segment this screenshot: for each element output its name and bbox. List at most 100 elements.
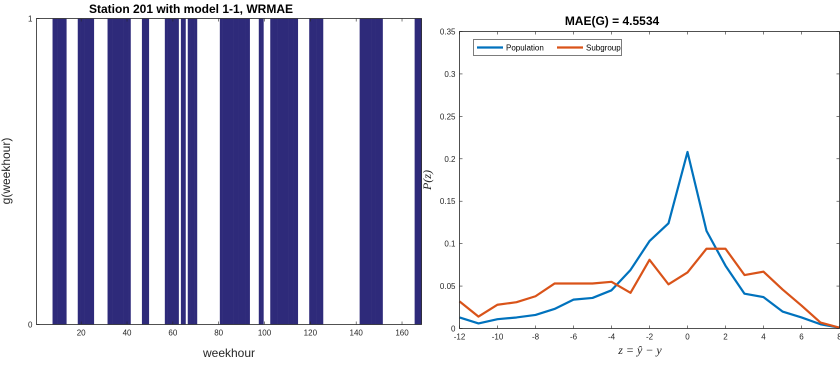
bar: [121, 18, 124, 325]
bar: [311, 18, 315, 325]
bar: [86, 18, 90, 325]
bar: [245, 18, 248, 325]
x-tick-label: -2: [646, 333, 654, 342]
bar: [242, 18, 246, 325]
left-chart-plot-frame: [36, 18, 422, 325]
bar: [364, 18, 367, 325]
series-line-population: [459, 150, 840, 329]
left-chart: Station 201 with model 1-1, WRMAE 20 40 60…: [0, 2, 422, 360]
x-tick-label: 160: [395, 329, 409, 338]
x-tick-label: -12: [454, 333, 466, 342]
bar: [77, 18, 81, 325]
bar: [320, 18, 324, 325]
bar: [371, 18, 374, 325]
bar: [293, 18, 296, 325]
bar: [192, 18, 195, 325]
bar: [361, 18, 365, 325]
x-tick-label: -8: [532, 333, 540, 342]
bar: [64, 18, 67, 325]
bar: [169, 18, 173, 325]
bar: [359, 18, 363, 325]
bar: [258, 18, 262, 325]
bar: [174, 18, 177, 325]
x-tick-label: 4: [761, 333, 766, 342]
x-tick-label: 80: [214, 329, 223, 338]
bar: [373, 18, 376, 325]
bar: [284, 18, 287, 325]
bar: [380, 18, 383, 325]
legend-label-population: Population: [506, 44, 544, 53]
bar: [377, 18, 381, 325]
bar: [366, 18, 370, 325]
bar: [80, 18, 83, 325]
bar: [219, 18, 223, 325]
x-tick-label: -10: [492, 333, 504, 342]
y-tick-label: 0.1: [444, 240, 456, 249]
left-chart-bars: [52, 18, 422, 325]
bar: [226, 18, 230, 325]
bar: [194, 18, 198, 325]
bar: [281, 18, 285, 325]
bar: [414, 18, 418, 325]
right-chart-y-label: P(z): [420, 170, 434, 191]
right-chart: MAE(G) = 4.5534 -12 -10 -8 -6 -4 -2 0 2 4 6 8 0 0.05…: [420, 14, 840, 357]
bar: [123, 18, 127, 325]
bar: [368, 18, 372, 325]
bar: [176, 18, 179, 325]
bar: [57, 18, 60, 325]
y-tick-label: 0.35: [440, 28, 456, 37]
bar: [286, 18, 289, 325]
bar: [107, 18, 111, 325]
bar: [313, 18, 317, 325]
legend-box: [473, 39, 622, 56]
bar: [238, 18, 241, 325]
x-tick-label: -6: [570, 333, 578, 342]
bar: [222, 18, 225, 325]
bar: [112, 18, 115, 325]
bar: [141, 18, 145, 325]
y-tick-label: 0.05: [440, 282, 456, 291]
x-tick-label: 120: [304, 329, 318, 338]
y-tick-label: 0: [451, 325, 456, 334]
series-line-subgroup: [458, 247, 840, 329]
right-chart-plot-frame: [459, 31, 840, 329]
x-tick-label: 140: [350, 329, 364, 338]
bar: [52, 18, 56, 325]
bar: [288, 18, 292, 325]
x-tick-label: 40: [123, 329, 132, 338]
x-tick-label: -4: [608, 333, 616, 342]
x-tick-label: 20: [77, 329, 86, 338]
y-tick-label: 0: [28, 321, 33, 330]
bar: [61, 18, 65, 325]
bar: [82, 18, 85, 325]
right-chart-lines: [458, 150, 840, 329]
bar: [183, 18, 186, 325]
bar: [309, 18, 312, 325]
y-tick-label: 0.15: [440, 197, 456, 206]
left-chart-x-label: weekhour: [202, 346, 255, 360]
bar: [59, 18, 63, 325]
bar: [277, 18, 280, 325]
bar: [240, 18, 244, 325]
x-tick-label: 0: [685, 333, 690, 342]
right-chart-x-label: z = ŷ − y: [617, 343, 662, 357]
bar: [229, 18, 232, 325]
bar: [270, 18, 273, 325]
x-tick-label: 2: [723, 333, 728, 342]
bar: [233, 18, 237, 325]
bar: [144, 18, 147, 325]
bar: [116, 18, 120, 325]
bar: [295, 18, 299, 325]
left-chart-y-label: g(weekhour): [0, 138, 13, 205]
x-tick-label: 8: [837, 333, 840, 342]
bar: [235, 18, 239, 325]
bar: [247, 18, 250, 325]
legend: Population Subgroup: [473, 39, 622, 56]
bar: [187, 18, 191, 325]
x-tick-label: 100: [258, 329, 272, 338]
bar: [128, 18, 131, 325]
bar: [279, 18, 283, 325]
bar: [167, 18, 170, 325]
bar: [272, 18, 276, 325]
